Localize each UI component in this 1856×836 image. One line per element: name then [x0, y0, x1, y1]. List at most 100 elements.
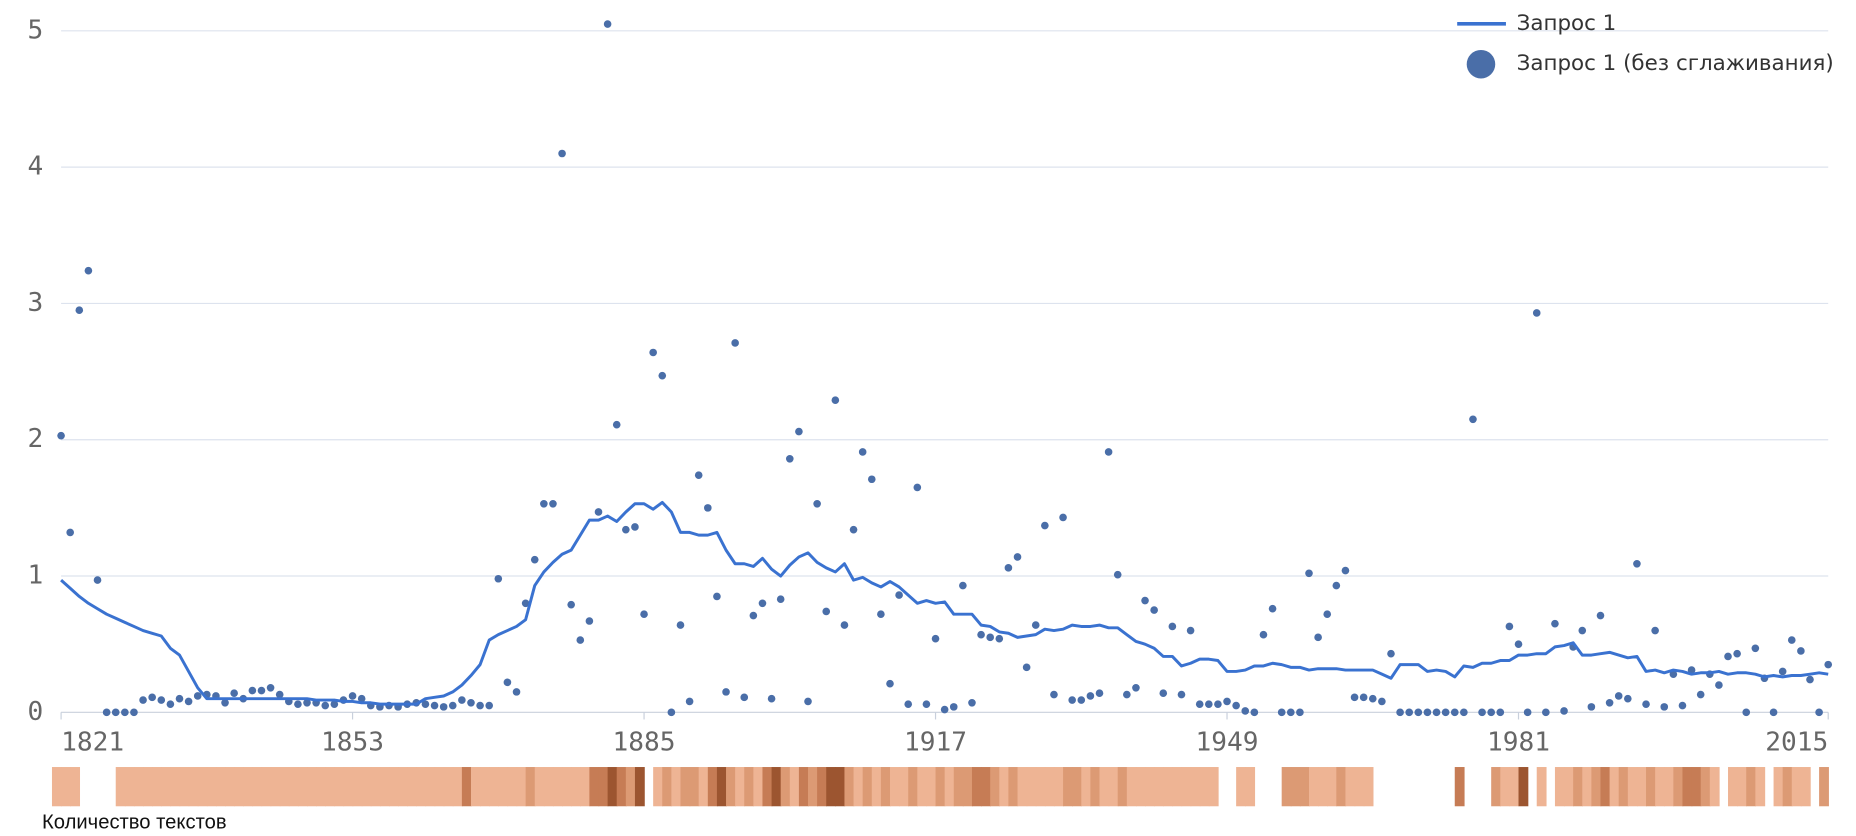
data-point: [1614, 692, 1623, 700]
data-point: [1132, 683, 1140, 692]
data-point: [357, 694, 366, 703]
legend-dot: [1466, 49, 1496, 79]
data-point: [940, 705, 949, 714]
data-point: [430, 701, 439, 710]
data-point: [767, 694, 776, 703]
heat-cell: [1327, 767, 1338, 807]
heat-cell: [143, 767, 153, 807]
heat-cell: [625, 767, 636, 807]
data-point: [494, 574, 503, 583]
data-point: [1787, 636, 1796, 644]
data-point: [1542, 708, 1550, 717]
heat-cell: [1108, 767, 1119, 807]
data-point: [1104, 448, 1113, 456]
data-point: [303, 698, 311, 707]
heat-cell: [1554, 767, 1565, 807]
heat-cell: [379, 767, 390, 807]
heat-cell: [1126, 767, 1137, 807]
data-point: [485, 701, 494, 710]
heat-cell: [288, 767, 299, 807]
heat-cell: [698, 767, 709, 807]
heat-cell: [425, 767, 436, 807]
heat-cell: [826, 767, 837, 807]
heat-cell: [407, 767, 418, 807]
heat-cell: [1290, 767, 1301, 807]
data-point: [503, 678, 512, 687]
data-point: [1277, 708, 1286, 717]
data-point: [1660, 703, 1669, 711]
data-point: [631, 523, 639, 531]
heat-cell: [1700, 767, 1711, 807]
x-tick-label: 1821: [61, 728, 124, 758]
heat-cell: [133, 767, 144, 807]
heat-cell: [1081, 767, 1092, 807]
data-point: [886, 679, 894, 688]
data-point: [831, 396, 840, 405]
data-point: [622, 525, 630, 534]
data-point: [558, 149, 566, 158]
data-point: [1578, 626, 1587, 635]
heat-cell: [70, 767, 81, 807]
heat-cell: [507, 767, 518, 807]
heat-cell: [489, 767, 500, 807]
data-point: [1223, 697, 1231, 706]
data-point: [1496, 708, 1505, 717]
heat-cell: [899, 767, 909, 807]
data-point: [968, 698, 976, 707]
heat-cell: [1117, 767, 1128, 807]
heat-cell: [1773, 767, 1784, 807]
data-point: [949, 703, 958, 711]
data-point: [1250, 708, 1259, 717]
heat-cell: [179, 767, 190, 807]
heat-cell: [753, 767, 764, 807]
heat-cell: [51, 767, 62, 807]
heat-cell: [1163, 767, 1174, 807]
data-point: [1514, 640, 1523, 648]
data-point: [111, 708, 120, 717]
heat-cell: [1072, 767, 1082, 807]
heat-cell: [516, 767, 527, 807]
heat-cell: [1728, 767, 1738, 807]
data-point: [1113, 570, 1122, 579]
heat-cell: [188, 767, 199, 807]
heat-cell: [1582, 767, 1593, 807]
heat-cell: [316, 767, 326, 807]
data-point: [1596, 611, 1605, 620]
heat-cell: [61, 767, 71, 807]
data-point: [1824, 660, 1833, 669]
heat-cell: [1063, 767, 1073, 807]
data-point: [1633, 559, 1641, 568]
data-point: [348, 692, 357, 700]
data-point: [130, 708, 138, 717]
data-point: [877, 610, 885, 618]
data-point: [1177, 690, 1186, 699]
heat-cell: [1491, 767, 1502, 807]
heat-cell: [552, 767, 563, 807]
data-point: [594, 508, 603, 516]
heat-cell: [352, 767, 363, 807]
y-tick-label: 5: [27, 15, 43, 45]
heat-cell: [215, 767, 226, 807]
data-point: [1450, 708, 1459, 717]
data-point: [849, 525, 858, 534]
heat-cell: [762, 767, 773, 807]
data-point: [1642, 700, 1650, 708]
data-point: [1059, 513, 1067, 522]
heat-cell: [1044, 767, 1055, 807]
data-point: [1050, 690, 1058, 699]
data-point: [1314, 633, 1322, 642]
heat-cell: [735, 767, 745, 807]
data-point: [530, 555, 539, 564]
heat-cell: [1053, 767, 1064, 807]
heat-cell: [990, 767, 1001, 807]
heat-cell: [1318, 767, 1328, 807]
y-tick-label: 1: [27, 561, 43, 591]
data-point: [694, 471, 703, 479]
heat-cell: [1154, 767, 1164, 807]
data-point: [785, 455, 794, 463]
data-point: [1551, 619, 1559, 628]
heat-cell: [880, 767, 891, 807]
heat-cell: [1281, 767, 1292, 807]
heat-cell: [225, 767, 235, 807]
data-point: [858, 448, 867, 456]
